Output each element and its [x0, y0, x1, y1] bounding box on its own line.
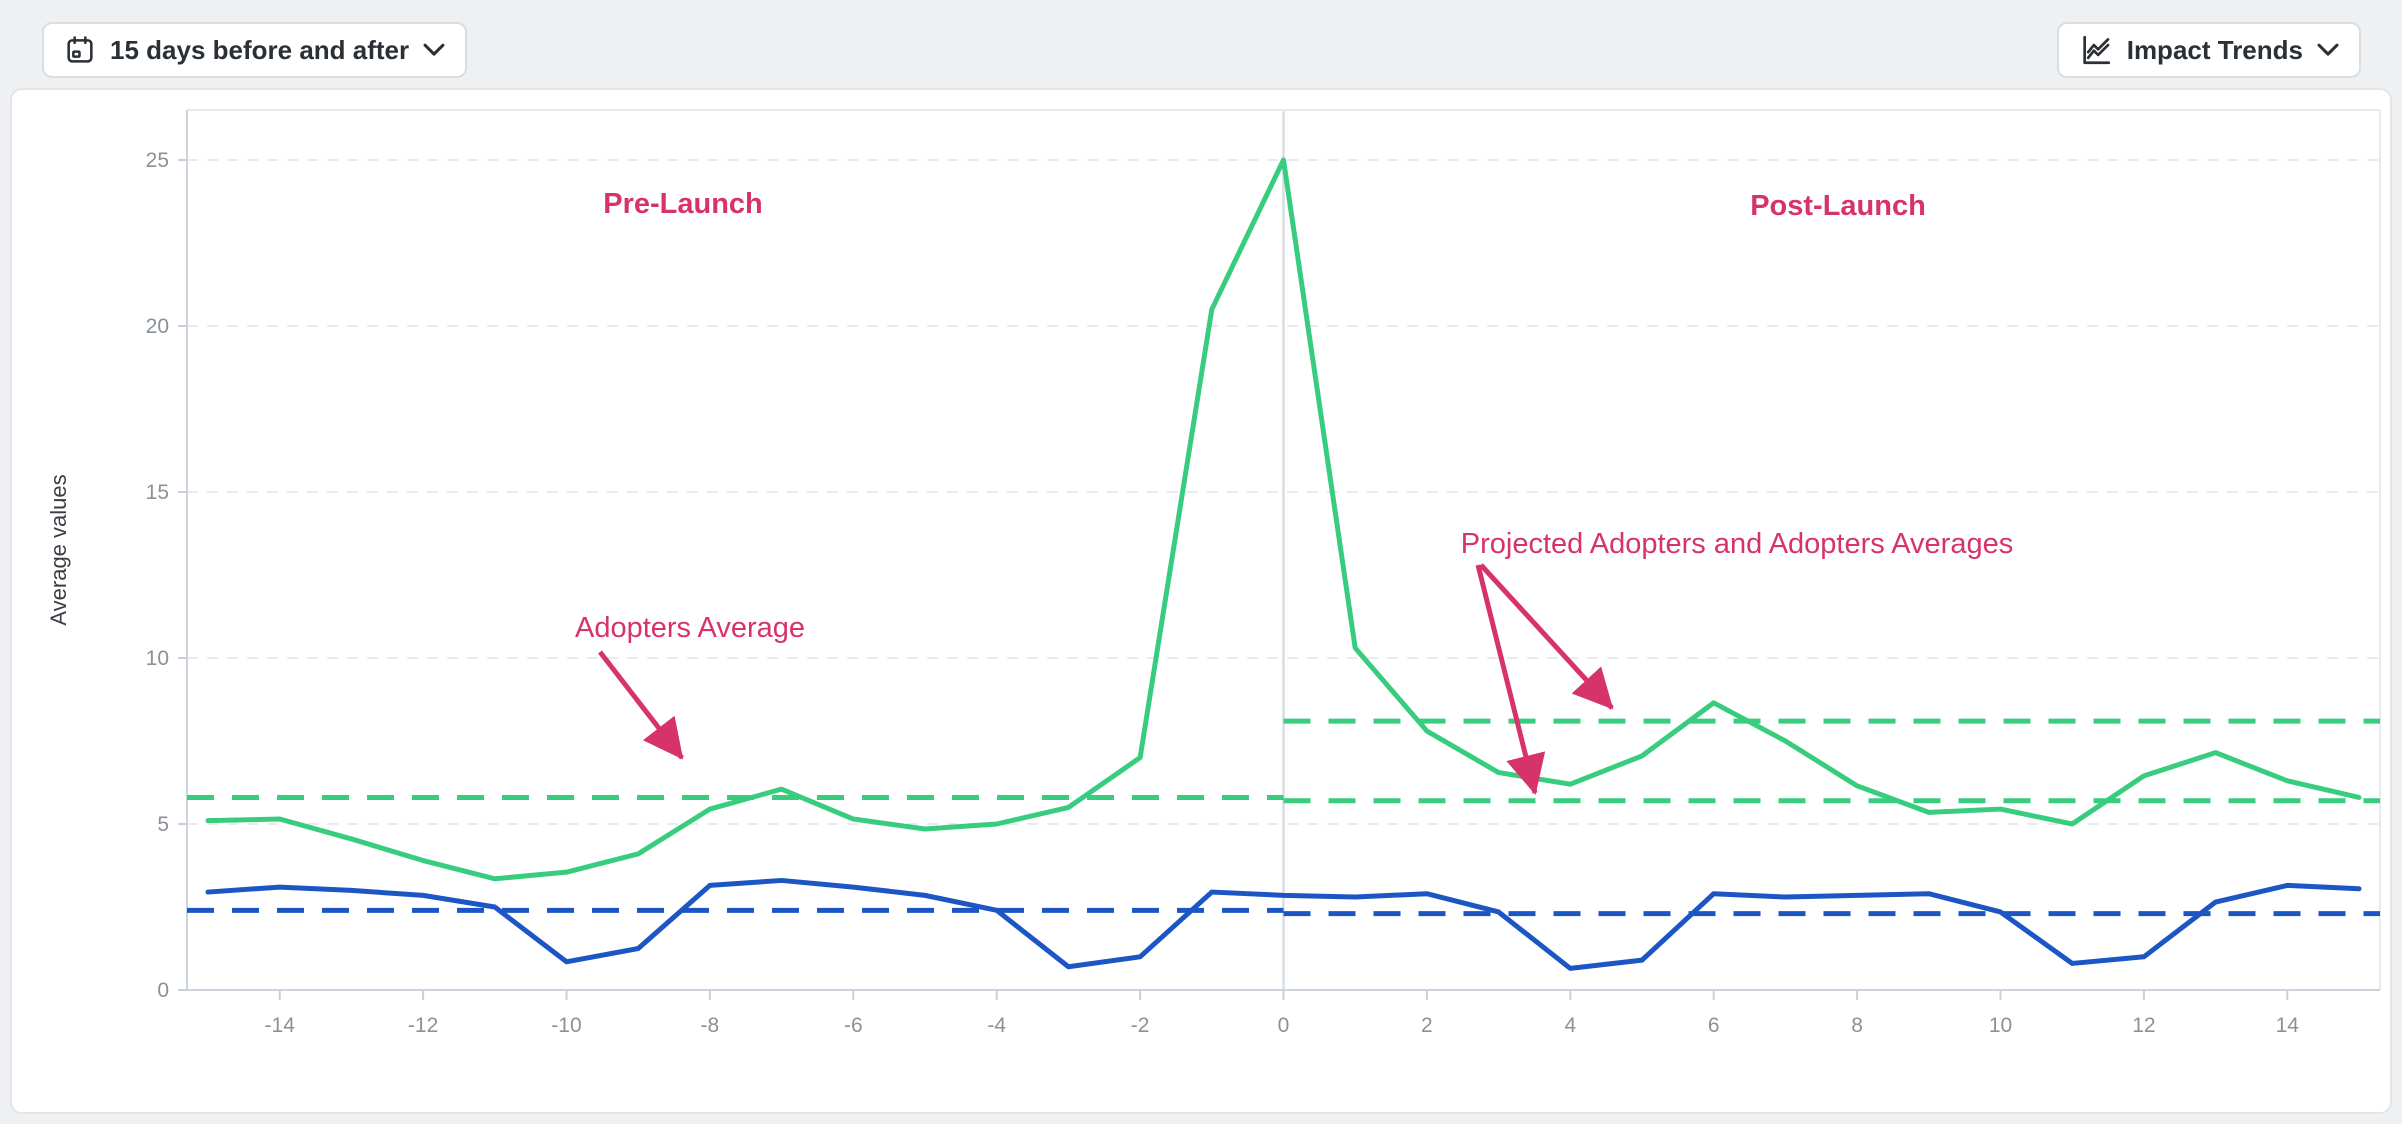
x-tick-label: 8 [1851, 1014, 1863, 1037]
date-range-label: 15 days before and after [110, 34, 410, 65]
chart-type-button[interactable]: Impact Trends [2056, 22, 2361, 78]
y-tick-label: 5 [157, 813, 169, 836]
y-tick-label: 0 [157, 979, 169, 1002]
x-tick-label: 10 [1989, 1014, 2012, 1037]
projected-adopters-label: Projected Adopters and Adopters Averages [1461, 528, 2013, 795]
pre-launch-label-text: Pre-Launch [603, 188, 763, 220]
secondary-blue-line [205, 877, 2362, 971]
adopters-line [205, 157, 2362, 882]
date-range-button[interactable]: 15 days before and after [42, 22, 468, 78]
post-launch-label: Post-Launch [1750, 190, 1926, 222]
y-axis-title: Average values [46, 474, 71, 625]
chart-card [10, 88, 2392, 1114]
x-tick-label: 4 [1564, 1014, 1576, 1037]
y-tick-label: 20 [146, 315, 169, 338]
calendar-icon [64, 34, 96, 66]
chevron-down-icon [2317, 43, 2339, 57]
projected-adopters-label-arrow [1475, 564, 1546, 795]
x-tick-label: 2 [1421, 1014, 1433, 1037]
y-tick-label: 25 [146, 149, 169, 172]
x-tick-label: -14 [265, 1014, 296, 1037]
x-tick-label: 6 [1708, 1014, 1720, 1037]
adopters-average-label: Adopters Average [575, 612, 805, 760]
chart-type-label: Impact Trends [2126, 34, 2303, 65]
x-tick-label: 14 [2276, 1014, 2300, 1037]
adopters-average-label-arrow [598, 650, 684, 760]
x-tick-label: -8 [701, 1014, 720, 1037]
x-tick-label: -10 [551, 1014, 581, 1037]
chevron-down-icon [423, 43, 445, 57]
x-tick-label: -4 [987, 1014, 1006, 1037]
pre-launch-label: Pre-Launch [603, 188, 763, 220]
trend-chart-icon [2079, 33, 2113, 67]
x-tick-label: 0 [1278, 1014, 1290, 1037]
x-tick-label: -12 [408, 1014, 438, 1037]
y-tick-label: 10 [146, 647, 169, 670]
x-tick-label: 12 [2132, 1014, 2155, 1037]
x-tick-label: -2 [1131, 1014, 1150, 1037]
y-tick-label: 15 [146, 481, 169, 504]
projected-adopters-label-arrow [1479, 563, 1614, 710]
post-launch-label-text: Post-Launch [1750, 190, 1926, 222]
adopters-average-label-text: Adopters Average [575, 612, 805, 644]
x-tick-label: -6 [844, 1014, 863, 1037]
projected-adopters-label-text: Projected Adopters and Adopters Averages [1461, 528, 2013, 560]
